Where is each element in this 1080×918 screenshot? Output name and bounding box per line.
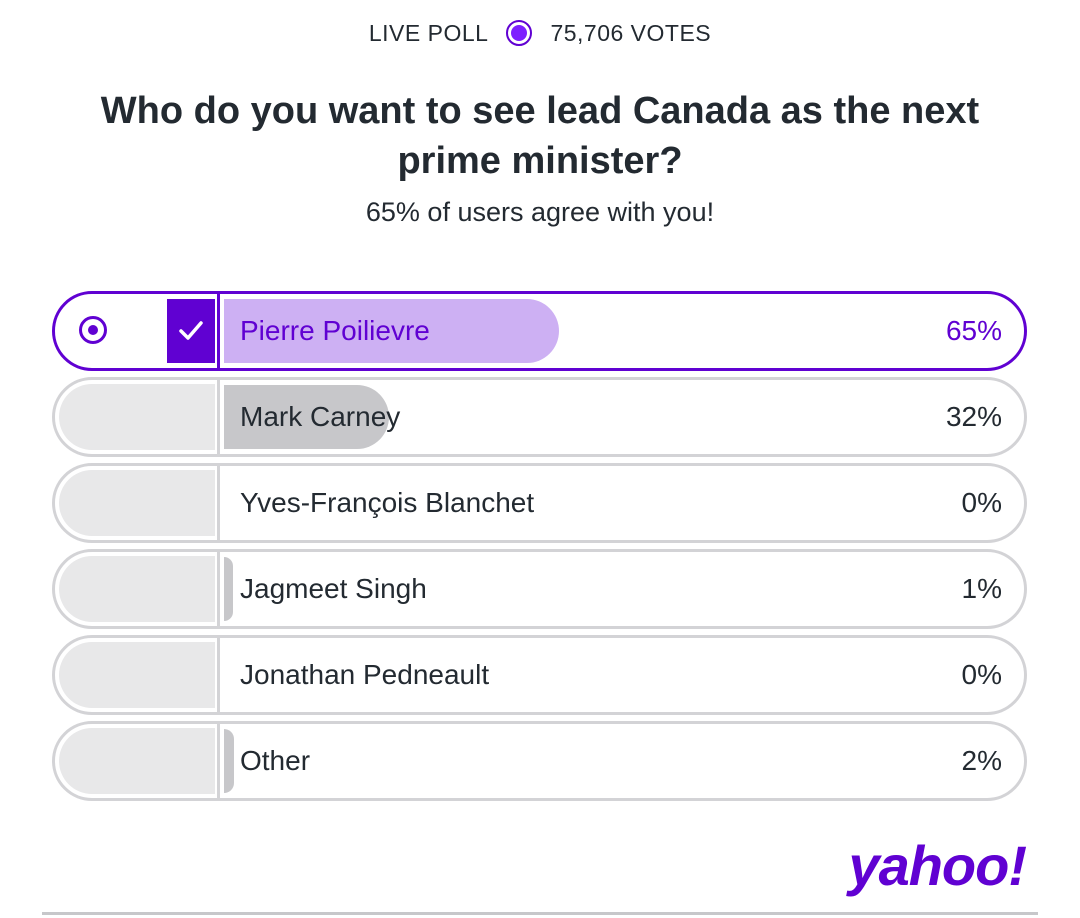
- option-select-cell[interactable]: [59, 642, 215, 708]
- poll-options: Pierre Poilievre 65% Mark Carney 32% Yve…: [52, 291, 1027, 807]
- result-bar: [224, 557, 234, 621]
- checkmark-icon: [167, 299, 215, 363]
- option-label: Yves-François Blanchet: [240, 487, 535, 518]
- poll-option[interactable]: Yves-François Blanchet 0%: [52, 463, 1027, 543]
- option-label: Jagmeet Singh: [240, 573, 427, 604]
- agree-text: 65% of users agree with you!: [365, 197, 715, 227]
- vote-count: 75,706 VOTES: [550, 19, 712, 46]
- result-bar: [224, 299, 560, 363]
- option-divider: [217, 466, 220, 540]
- option-percent: 0%: [961, 659, 1002, 690]
- option-select-cell[interactable]: [59, 470, 215, 536]
- poll-option[interactable]: Pierre Poilievre 65%: [52, 291, 1027, 371]
- poll-header: LIVE POLL 75,706 VOTES: [0, 16, 1080, 50]
- poll-option[interactable]: Other 2%: [52, 721, 1027, 801]
- poll-option[interactable]: Jonathan Pedneault 0%: [52, 635, 1027, 715]
- bottom-divider: [42, 912, 1038, 915]
- live-poll-label: LIVE POLL: [368, 19, 489, 46]
- poll-option[interactable]: Mark Carney 32%: [52, 377, 1027, 457]
- result-bar: [224, 385, 390, 449]
- option-divider: [217, 294, 220, 368]
- poll-question: Who do you want to see lead Canada as th…: [100, 90, 980, 182]
- option-divider: [217, 638, 220, 712]
- option-label: Mark Carney: [240, 401, 401, 432]
- option-percent: 0%: [961, 487, 1002, 518]
- option-percent: 1%: [961, 573, 1002, 604]
- option-select-cell[interactable]: [59, 728, 215, 794]
- option-label: Other: [240, 745, 311, 776]
- option-percent: 2%: [961, 745, 1002, 776]
- option-select-cell[interactable]: [59, 556, 215, 622]
- option-divider: [217, 552, 220, 626]
- option-select-cell[interactable]: [59, 384, 215, 450]
- option-divider: [217, 724, 220, 798]
- live-dot-icon: [506, 20, 533, 46]
- radio-selected-icon[interactable]: [79, 316, 107, 344]
- option-percent: 32%: [945, 401, 1002, 432]
- option-divider: [217, 380, 220, 454]
- option-label: Jonathan Pedneault: [240, 659, 490, 690]
- yahoo-logo: yahoo!: [848, 834, 1027, 897]
- result-bar: [224, 729, 235, 793]
- option-percent: 65%: [945, 315, 1002, 346]
- option-label: Pierre Poilievre: [240, 315, 430, 346]
- poll-option[interactable]: Jagmeet Singh 1%: [52, 549, 1027, 629]
